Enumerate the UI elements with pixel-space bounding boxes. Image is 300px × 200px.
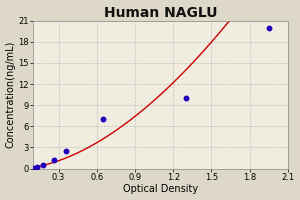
Y-axis label: Concentration(ng/mL): Concentration(ng/mL) xyxy=(6,41,16,148)
Point xyxy=(64,149,69,153)
Point xyxy=(266,26,271,29)
Point xyxy=(31,166,35,169)
Point xyxy=(51,158,56,162)
Point xyxy=(41,163,46,167)
Title: Human NAGLU: Human NAGLU xyxy=(104,6,217,20)
Point xyxy=(101,118,106,121)
Point xyxy=(34,165,39,169)
X-axis label: Optical Density: Optical Density xyxy=(123,184,198,194)
Point xyxy=(184,97,188,100)
